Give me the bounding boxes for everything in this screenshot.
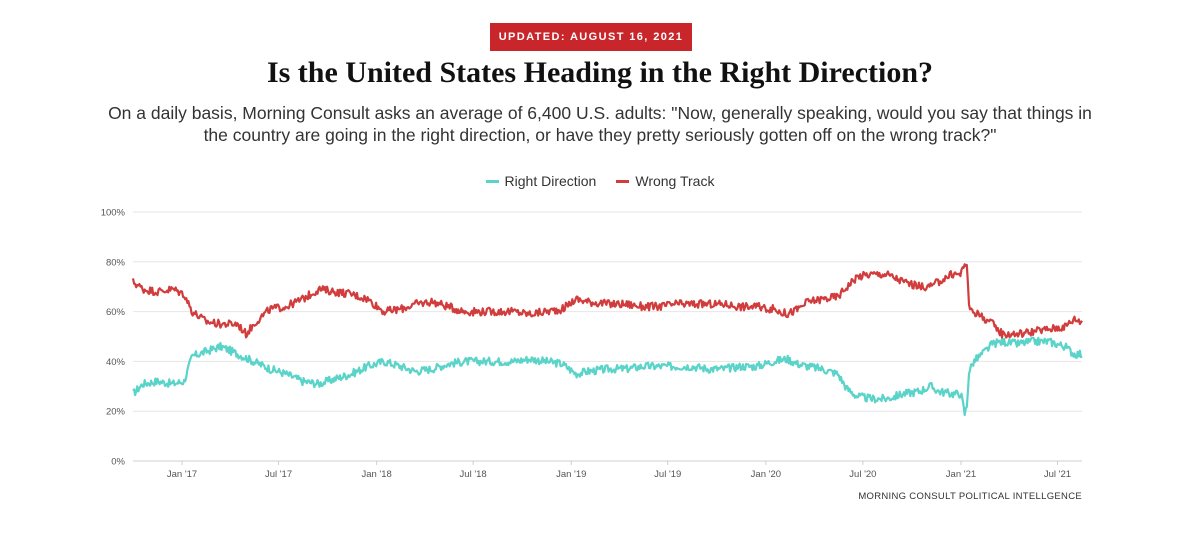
legend-item-right-direction[interactable]: Right Direction — [485, 173, 597, 189]
chart-legend: Right Direction Wrong Track — [0, 173, 1200, 189]
legend-label-wrong-track: Wrong Track — [635, 173, 715, 189]
y-tick-label: 40% — [106, 357, 126, 368]
x-tick-label: Jul '20 — [849, 469, 876, 480]
x-tick-label: Jan '20 — [751, 469, 781, 480]
legend-label-right-direction: Right Direction — [504, 173, 597, 189]
x-tick-label: Jan '19 — [556, 469, 586, 480]
y-tick-label: 100% — [101, 208, 126, 219]
y-tick-label: 20% — [106, 407, 126, 418]
x-tick-label: Jul '17 — [265, 469, 292, 480]
legend-swatch-wrong-track — [616, 179, 630, 183]
legend-item-wrong-track[interactable]: Wrong Track — [616, 173, 714, 189]
updated-badge: UPDATED: AUGUST 16, 2021 — [490, 23, 692, 51]
x-tick-label: Jan '17 — [167, 469, 197, 480]
page-subtitle: On a daily basis, Morning Consult asks a… — [108, 103, 1092, 145]
series-line-right-direction — [132, 336, 1083, 417]
x-tick-label: Jul '19 — [654, 469, 681, 480]
x-tick-label: Jan '18 — [361, 469, 391, 480]
x-tick-label: Jan '21 — [946, 469, 976, 480]
x-tick-label: Jul '21 — [1044, 469, 1071, 480]
y-tick-label: 0% — [111, 457, 125, 468]
legend-swatch-right-direction — [485, 179, 499, 183]
y-tick-label: 60% — [106, 307, 126, 318]
y-tick-label: 80% — [106, 257, 126, 268]
source-note: MORNING CONSULT POLITICAL INTELLGENCE — [858, 491, 1082, 502]
series-line-wrong-track — [131, 263, 1083, 339]
x-tick-label: Jul '18 — [460, 469, 487, 480]
page-title: Is the United States Heading in the Righ… — [266, 56, 934, 89]
